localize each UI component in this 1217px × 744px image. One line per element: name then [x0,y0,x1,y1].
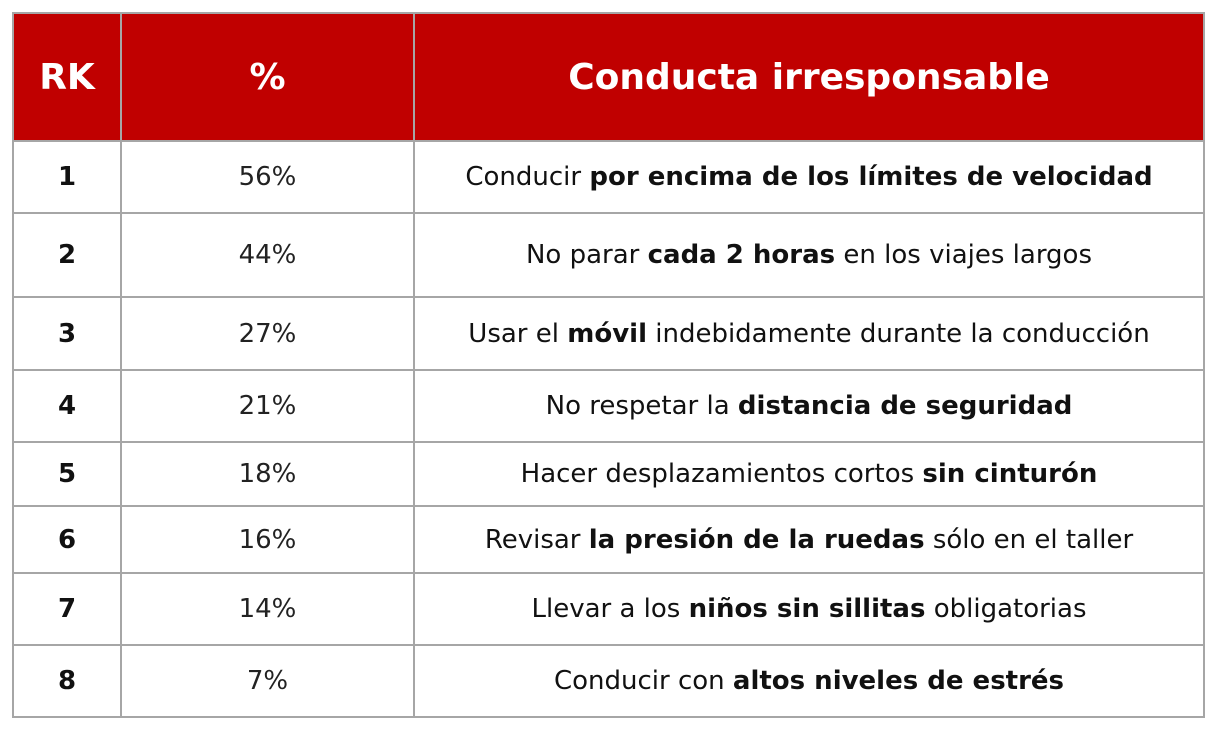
behaviour-text: Revisar [484,524,589,555]
behaviour-cell: Usar el móvil indebidamente durante la c… [413,296,1205,371]
behaviour-emphasis: por encima de los límites de velocidad [589,162,1153,192]
behaviour-emphasis: sin cinturón [922,459,1098,489]
behaviour-text: obligatorias [925,594,1087,624]
behaviour-text: No parar [525,240,648,270]
rank-cell: 4 [12,369,122,443]
header-percent: % [120,12,415,142]
rank-cell: 5 [12,441,122,507]
behaviour-text: Hacer desplazamientos cortos [520,459,923,489]
table-row: 4 21% No respetar la distancia de segurida… [12,369,1205,443]
rank-cell: 3 [12,296,122,371]
behaviour-text: sólo en el taller [924,524,1134,555]
percent-cell: 56% [120,140,415,214]
behaviour-text: Usar el [468,318,568,349]
behaviour-cell: Conducir por encima de los límites de ve… [413,140,1205,214]
table-row: 1 56% Conducir por encima de los límites d… [12,140,1205,214]
behaviour-text: Llevar a los [531,594,689,624]
table-row: 7 14% Llevar a los niños sin sillitas obli… [12,572,1205,646]
header-rk: RK [12,12,122,142]
rank-cell: 6 [12,505,122,574]
behaviour-emphasis: cada 2 horas [647,240,836,270]
rank-cell: 8 [12,644,122,718]
percent-cell: 16% [120,505,415,574]
behaviour-text: Conducir con [553,666,733,696]
percent-cell: 21% [120,369,415,443]
behaviour-cell: No parar cada 2 horas en los viajes larg… [413,212,1205,298]
percent-cell: 18% [120,441,415,507]
table-row: 2 44% No parar cada 2 horas en los viajes … [12,212,1205,298]
behaviour-cell: Llevar a los niños sin sillitas obligato… [413,572,1205,646]
behaviour-emphasis: móvil [567,318,647,349]
behaviour-cell: Revisar la presión de la ruedas sólo en … [413,505,1205,574]
rank-cell: 2 [12,212,122,298]
percent-cell: 27% [120,296,415,371]
behaviour-text: No respetar la [545,391,738,421]
table-row: 3 27% Usar el móvil indebidamente durante … [12,296,1205,371]
irresponsible-behaviour-table: RK % Conducta irresponsable 1 56% Conducir… [12,12,1205,718]
percent-cell: 44% [120,212,415,298]
table-row: 8 7% Conducir con altos niveles de estrés [12,644,1205,718]
behaviour-text: indebidamente durante la conducción [646,318,1150,349]
header-row: RK % Conducta irresponsable [12,12,1205,142]
behaviour-text: Conducir [465,162,590,192]
table-row: 5 18% Hacer desplazamientos cortos sin cin… [12,441,1205,507]
behaviour-cell: Hacer desplazamientos cortos sin cinturó… [413,441,1205,507]
behaviour-cell: Conducir con altos niveles de estrés [413,644,1205,718]
percent-cell: 14% [120,572,415,646]
table-row: 6 16% Revisar la presión de la ruedas sólo… [12,505,1205,574]
behaviour-emphasis: altos niveles de estrés [732,666,1065,696]
behaviour-emphasis: niños sin sillitas [688,594,926,624]
rank-cell: 1 [12,140,122,214]
rank-cell: 7 [12,572,122,646]
behaviour-text: en los viajes largos [835,240,1093,270]
behaviour-emphasis: distancia de seguridad [737,391,1073,421]
behaviour-emphasis: la presión de la ruedas [588,524,925,555]
header-behaviour: Conducta irresponsable [413,12,1205,142]
behaviour-cell: No respetar la distancia de seguridad [413,369,1205,443]
percent-cell: 7% [120,644,415,718]
